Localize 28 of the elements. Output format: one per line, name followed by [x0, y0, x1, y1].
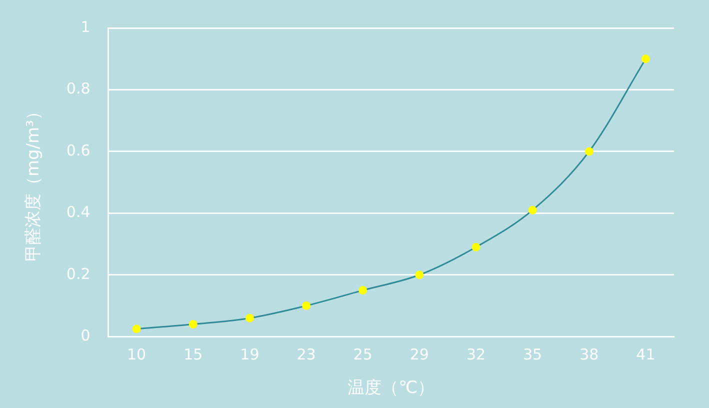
point [188, 320, 198, 329]
x-tick-label: 32 [466, 345, 486, 364]
x-tick-label: 41 [636, 345, 656, 364]
x-tick-label: 19 [240, 345, 260, 364]
x-tick-label: 25 [353, 345, 372, 364]
y-tick-label: 1 [80, 18, 90, 36]
point [358, 286, 368, 295]
point [584, 147, 594, 156]
x-tick-label: 35 [523, 345, 542, 364]
x-tick-label: 23 [296, 345, 316, 364]
x-tick-label: 15 [184, 345, 203, 364]
point [415, 270, 424, 280]
y-axis-title: 甲醛浓度（mg/m³） [24, 103, 44, 262]
point [641, 54, 650, 64]
x-tick-label: 38 [580, 345, 599, 364]
y-tick-label: 0.6 [66, 141, 90, 160]
y-tick-label: 0 [80, 326, 90, 344]
y-tick-label: 0.8 [66, 80, 90, 98]
x-tick-label: 10 [126, 345, 146, 364]
y-tick-label: 0.4 [66, 203, 90, 222]
point [132, 324, 141, 334]
point [302, 301, 311, 310]
point [528, 206, 537, 214]
x-axis-title: 温度（℃） [348, 378, 435, 398]
point [472, 242, 480, 252]
point [245, 314, 254, 322]
x-tick-label: 29 [410, 345, 429, 364]
y-tick-label: 0.2 [66, 264, 90, 283]
